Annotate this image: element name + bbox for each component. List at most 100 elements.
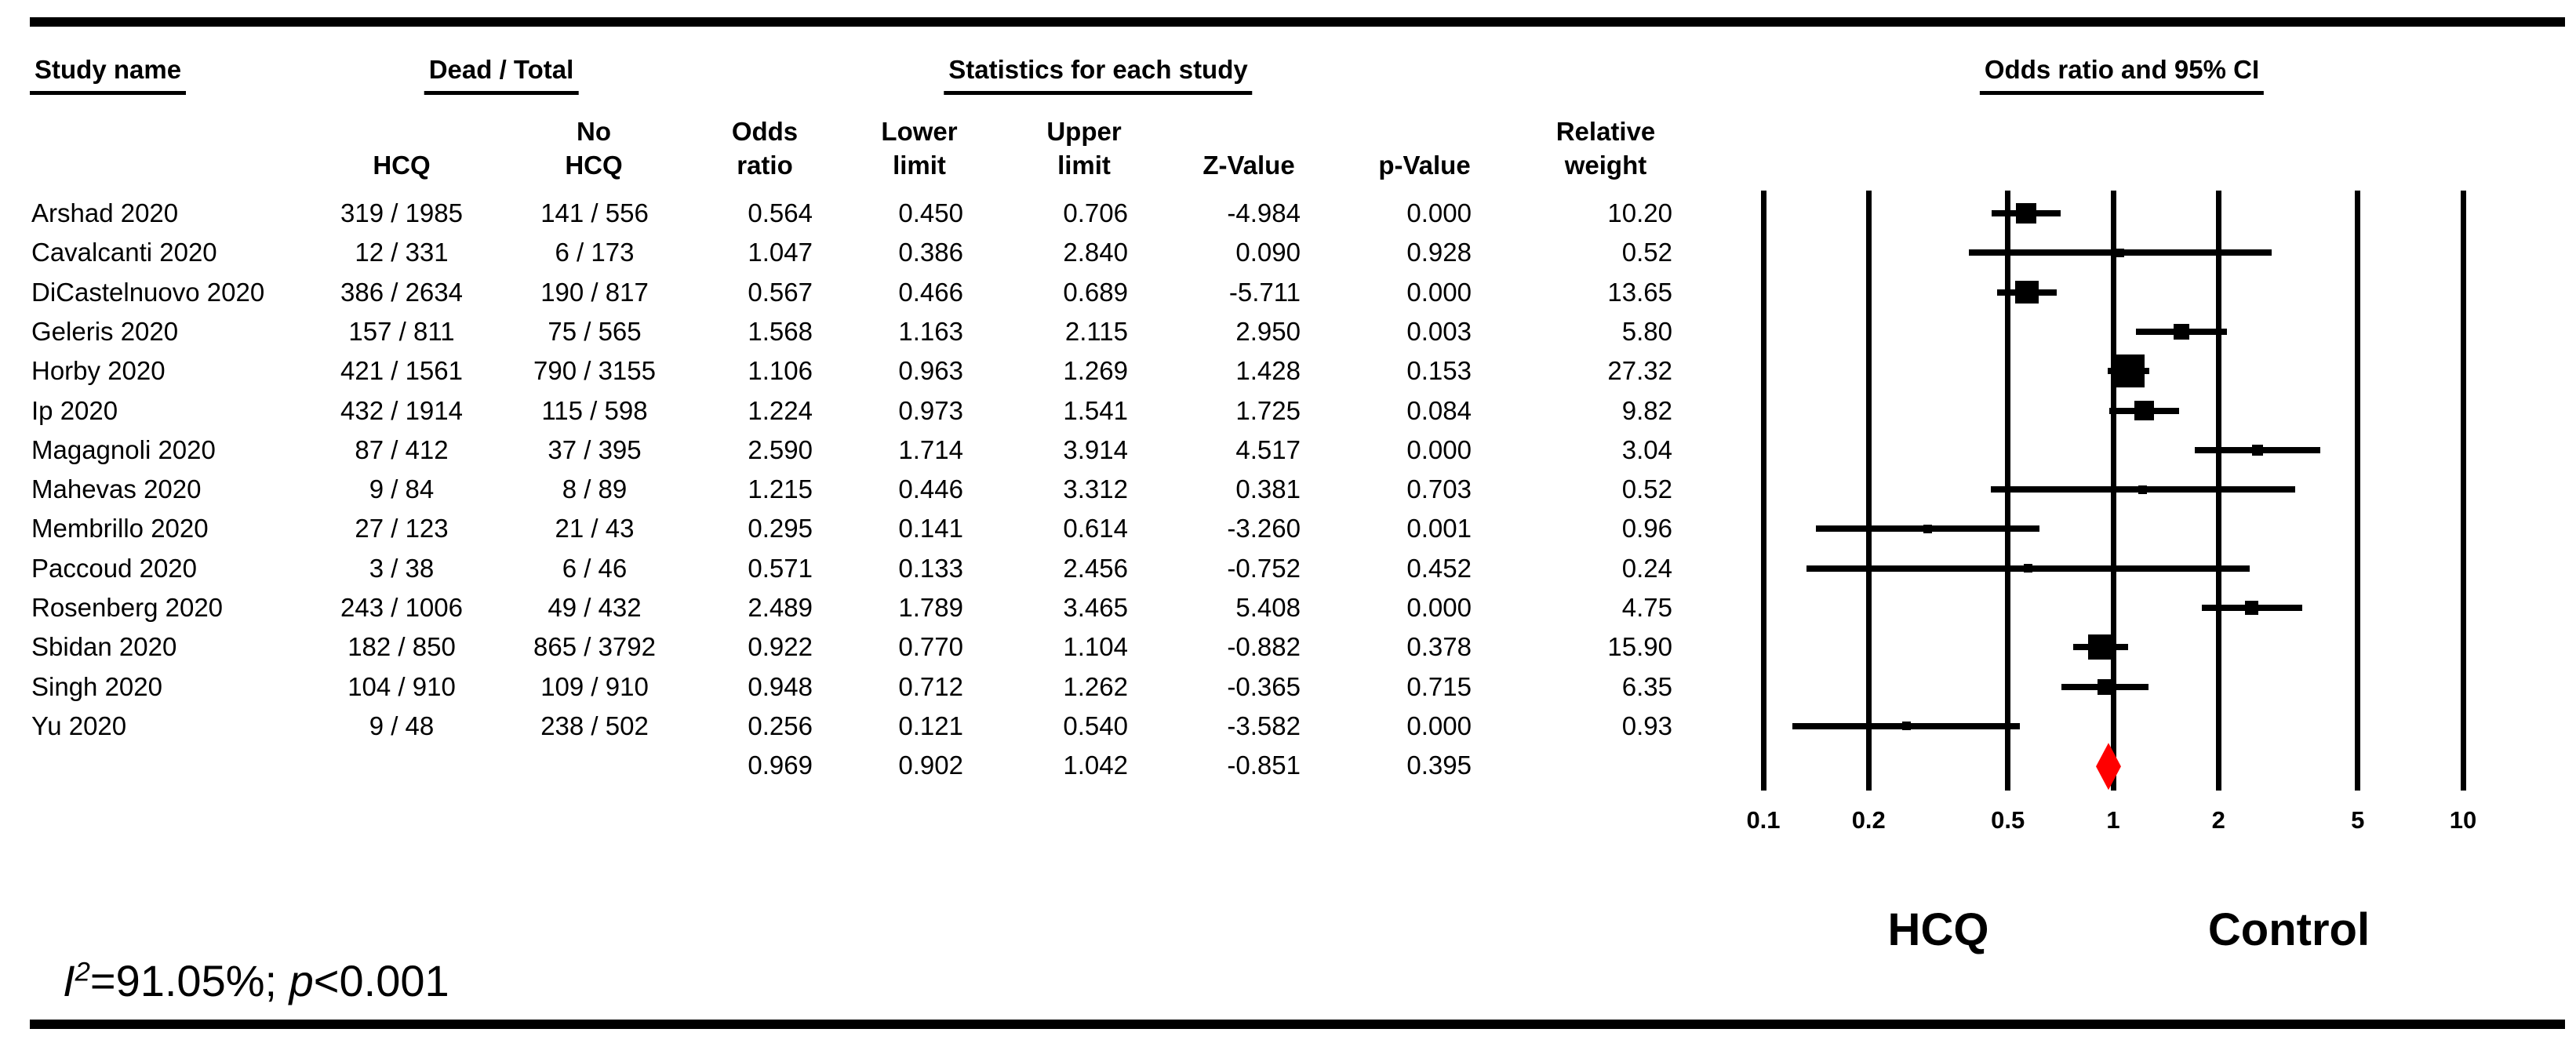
cell-no-hcq: 75 / 565 [548,316,642,346]
study-name: Ip 2020 [31,395,118,425]
summary-cell-z: -0.851 [1227,751,1301,780]
i-squared-exponent: 2 [75,957,90,987]
cell-lower: 0.121 [898,711,963,740]
cell-p: 0.003 [1406,316,1472,346]
cell-upper: 0.614 [1063,514,1128,543]
cell-p: 0.378 [1406,632,1472,662]
cell-z: -3.582 [1227,711,1301,740]
cell-lower: 1.163 [898,316,963,346]
cell-no-hcq: 6 / 173 [555,238,635,267]
cell-lower: 0.141 [898,514,963,543]
cell-hcq: 319 / 1985 [340,198,463,227]
cell-lower: 0.450 [898,198,963,227]
cell-p: 0.000 [1406,277,1472,307]
study-name: Membrillo 2020 [31,514,209,543]
cell-weight: 13.65 [1607,277,1672,307]
i-squared-value: =91.05%; [89,956,289,1005]
summary-cell-odds-ratio: 0.969 [748,751,813,780]
column-group-header-study-name: Study name [30,55,187,95]
cell-p: 0.000 [1406,434,1472,464]
cell-no-hcq: 8 / 89 [562,474,628,504]
cell-odds-ratio: 1.224 [748,395,813,425]
cell-z: 1.725 [1235,395,1301,425]
favours-right-group-label: Control [2207,904,2370,955]
point-estimate-square-13 [2097,678,2113,695]
cell-no-hcq: 37 / 395 [548,434,642,464]
cell-z: -0.882 [1227,632,1301,662]
column-header-odds-ratio: Odds ratio [731,117,799,180]
cell-weight: 27.32 [1607,356,1672,386]
point-estimate-square-8 [2138,485,2148,494]
cell-weight: 0.93 [1621,711,1672,740]
cell-upper: 2.115 [1064,316,1128,346]
cell-weight: 10.20 [1607,198,1672,227]
cell-weight: 4.75 [1621,593,1672,622]
point-estimate-square-3 [2015,280,2039,304]
cell-lower: 0.712 [898,671,963,701]
cell-z: -4.984 [1227,198,1301,227]
p-threshold-value: <0.001 [313,956,449,1005]
cell-p: 0.000 [1406,711,1472,740]
cell-weight: 0.24 [1621,553,1672,583]
study-name: Singh 2020 [31,671,162,701]
cell-weight: 9.82 [1621,395,1672,425]
study-name: DiCastelnuovo 2020 [31,277,265,307]
p-symbol: p [289,956,314,1005]
cell-odds-ratio: 1.568 [748,316,813,346]
cell-weight: 3.04 [1621,434,1672,464]
column-header-upper: Upper limit [1046,117,1122,180]
cell-hcq: 12 / 331 [355,238,449,267]
cell-hcq: 157 / 811 [348,316,455,346]
study-name: Horby 2020 [31,356,166,386]
column-group-header-odds-ratio-ci: Odds ratio and 95% CI [1979,55,2265,95]
cell-hcq: 9 / 84 [369,474,435,504]
cell-upper: 0.540 [1063,711,1128,740]
point-estimate-square-1 [2016,203,2036,224]
cell-odds-ratio: 0.256 [748,711,813,740]
study-name: Magagnoli 2020 [31,434,216,464]
cell-odds-ratio: 2.489 [748,593,813,622]
cell-no-hcq: 238 / 502 [540,711,649,740]
cell-odds-ratio: 1.215 [748,474,813,504]
cell-weight: 5.80 [1621,316,1672,346]
axis-gridline-10 [2460,191,2466,791]
cell-upper: 0.689 [1063,277,1128,307]
bottom-border-rule [30,1020,2565,1029]
cell-odds-ratio: 0.567 [748,277,813,307]
cell-z: -5.711 [1228,277,1301,307]
cell-hcq: 9 / 48 [369,711,435,740]
column-group-header-dead-total: Dead / Total [424,55,579,95]
cell-z: 2.950 [1235,316,1301,346]
cell-upper: 2.840 [1063,238,1128,267]
cell-no-hcq: 115 / 598 [541,395,648,425]
cell-p: 0.153 [1406,356,1472,386]
top-border-rule [30,17,2565,27]
cell-weight: 0.96 [1621,514,1672,543]
point-estimate-square-14 [1901,722,1911,731]
cell-lower: 0.446 [898,474,963,504]
cell-weight: 0.52 [1621,474,1672,504]
cell-lower: 0.973 [898,395,963,425]
cell-upper: 1.104 [1063,632,1128,662]
cell-odds-ratio: 0.922 [748,632,813,662]
point-estimate-square-10 [2023,564,2032,573]
axis-tick-label-0.1: 0.1 [1746,806,1781,834]
cell-odds-ratio: 0.571 [748,553,813,583]
column-header-hcq: HCQ [373,151,431,180]
cell-no-hcq: 141 / 556 [540,198,649,227]
i-squared-symbol: I [63,956,75,1005]
axis-tick-label-0.2: 0.2 [1851,806,1886,834]
study-name: Yu 2020 [31,711,127,740]
cell-z: -0.365 [1227,671,1301,701]
cell-odds-ratio: 2.590 [748,434,813,464]
study-name: Mahevas 2020 [31,474,202,504]
cell-odds-ratio: 1.047 [748,238,813,267]
cell-p: 0.000 [1406,198,1472,227]
cell-p: 0.084 [1406,395,1472,425]
cell-p: 0.703 [1406,474,1472,504]
cell-no-hcq: 109 / 910 [540,671,649,701]
axis-tick-label-0.5: 0.5 [1991,806,2025,834]
point-estimate-square-7 [2252,444,2264,456]
point-estimate-square-6 [2134,400,2154,421]
